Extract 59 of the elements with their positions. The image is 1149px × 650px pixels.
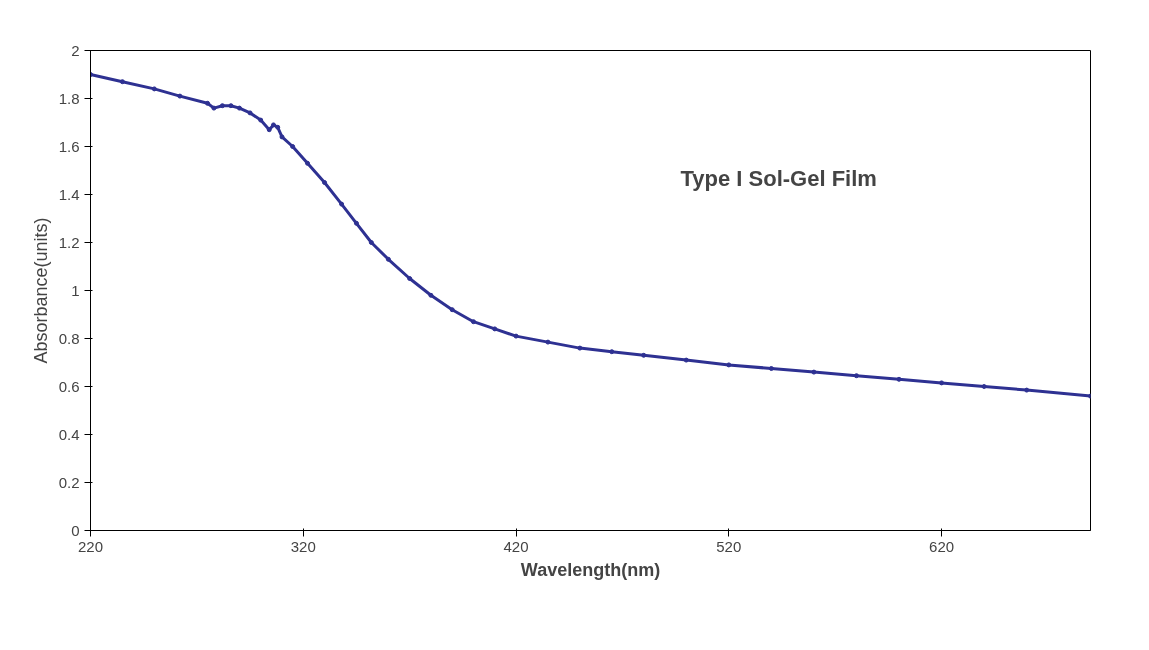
- point: [449, 307, 455, 313]
- x-axis-title: Wavelength(nm): [520, 559, 661, 580]
- x-tick-label: 320: [290, 537, 316, 555]
- point: [768, 366, 774, 371]
- point: [385, 256, 391, 262]
- point: [353, 220, 359, 226]
- point: [266, 127, 272, 133]
- point: [177, 93, 183, 99]
- y-tick-label: 1.6: [58, 137, 80, 155]
- x-tick-label: 620: [929, 537, 955, 555]
- point: [726, 362, 732, 368]
- point: [228, 103, 234, 109]
- point: [236, 105, 242, 111]
- point: [247, 110, 253, 116]
- point: [119, 79, 125, 85]
- y-tick-label: 1.2: [58, 233, 80, 251]
- point: [470, 319, 476, 325]
- point: [939, 380, 945, 386]
- y-tick-label: 0.2: [58, 473, 80, 491]
- y-tick-label: 0.6: [58, 377, 80, 395]
- point: [205, 100, 211, 106]
- point: [545, 339, 551, 345]
- point: [339, 201, 345, 207]
- point: [322, 180, 328, 185]
- y-tick-label: 1: [71, 281, 80, 299]
- y-tick-label: 1.4: [58, 185, 80, 203]
- y-tick-label: 0.8: [58, 329, 80, 347]
- y-tick-label: 0: [71, 521, 80, 539]
- point: [853, 373, 859, 379]
- point: [428, 292, 434, 298]
- point: [641, 352, 647, 358]
- x-tick-label: 420: [503, 537, 529, 555]
- point: [151, 86, 157, 92]
- point: [577, 345, 583, 351]
- point: [896, 376, 902, 382]
- point: [258, 117, 264, 123]
- point: [275, 124, 281, 130]
- point: [513, 333, 519, 339]
- y-axis-title: Absorbance(units): [30, 217, 51, 364]
- point: [492, 326, 498, 332]
- point: [305, 160, 311, 166]
- y-tick-label: 1.8: [58, 89, 80, 107]
- x-tick-label: 220: [77, 537, 104, 555]
- point: [981, 384, 987, 389]
- point: [1024, 387, 1030, 393]
- point: [219, 103, 225, 109]
- y-tick-label: 2: [71, 41, 80, 59]
- point: [683, 357, 689, 363]
- point: [368, 240, 374, 245]
- point: [290, 144, 296, 149]
- annotation: Type I Sol-Gel Film: [680, 165, 877, 191]
- y-tick-label: 0.4: [58, 425, 80, 443]
- point: [609, 349, 615, 355]
- point: [211, 105, 217, 111]
- point: [407, 276, 413, 281]
- point: [270, 122, 276, 128]
- point: [279, 134, 285, 140]
- x-tick-label: 520: [716, 537, 742, 555]
- point: [811, 369, 817, 375]
